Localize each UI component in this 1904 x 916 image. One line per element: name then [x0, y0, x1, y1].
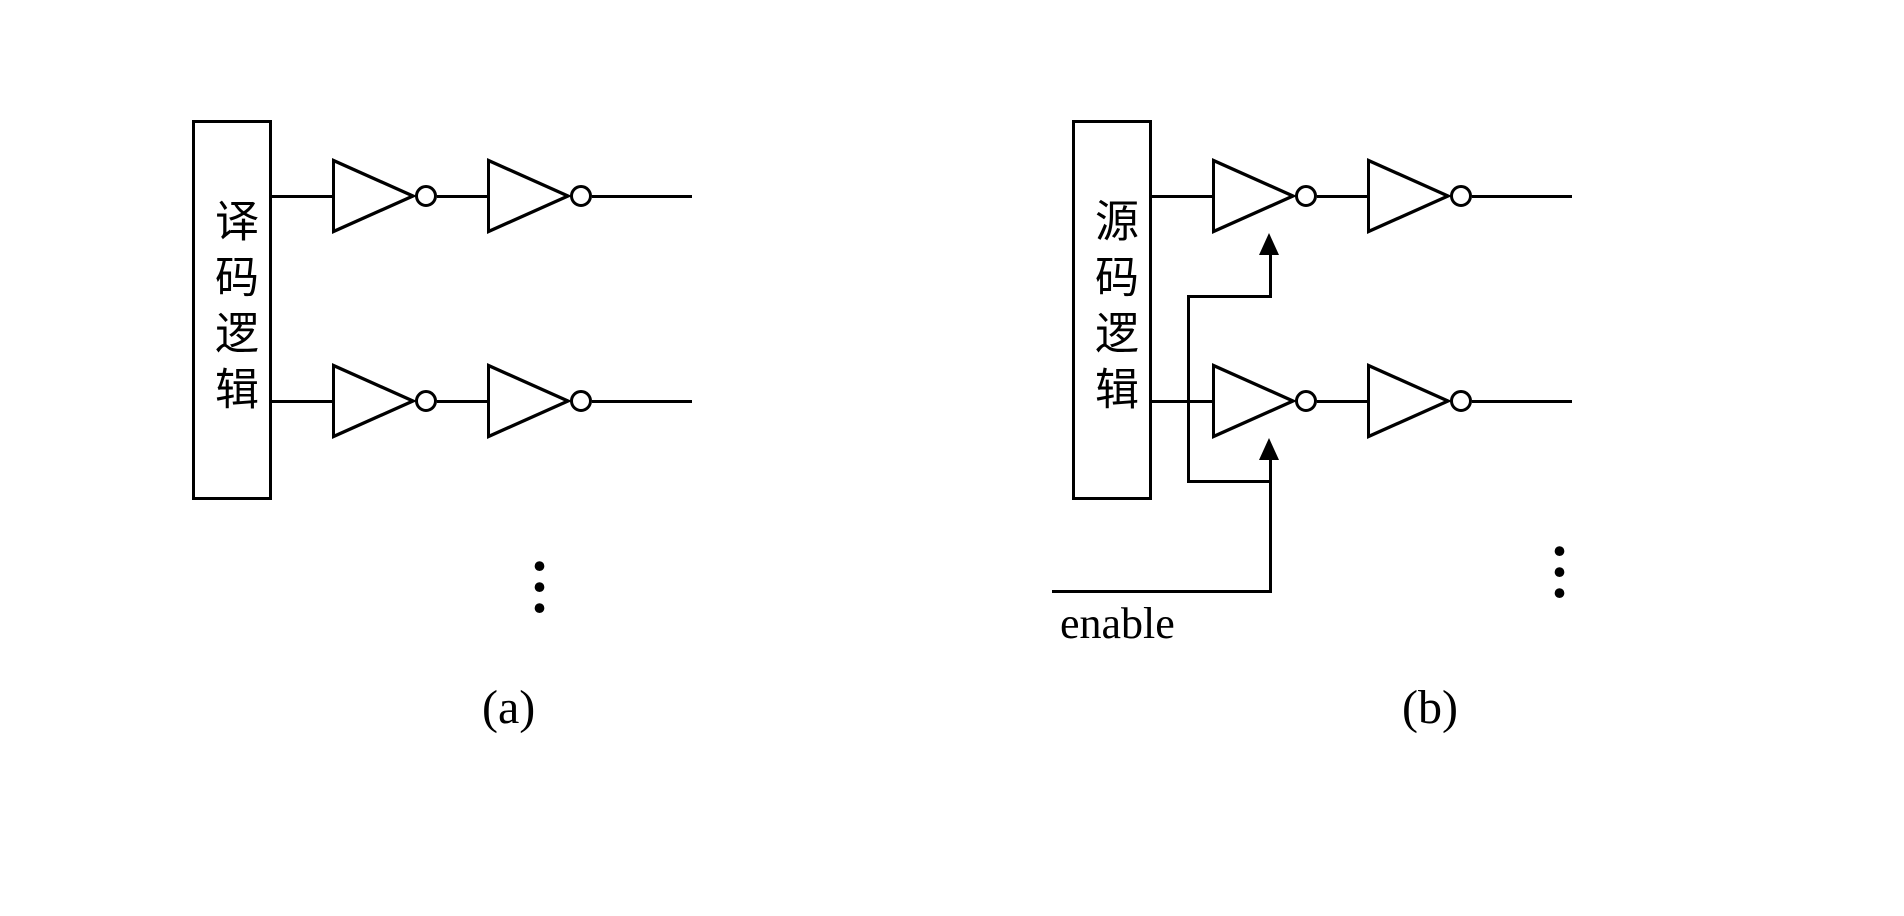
tristate-inverter-icon: [1212, 158, 1317, 234]
wire: [592, 195, 692, 198]
source-logic-label: 源码逻辑: [1080, 198, 1144, 422]
row-a-2: [272, 400, 692, 402]
diagram-a: 译码逻辑: [192, 120, 812, 770]
source-logic-box: 源码逻辑: [1072, 120, 1152, 500]
row-a-1: [272, 195, 692, 197]
enable-wire: [1187, 480, 1272, 483]
inverter-icon: [1367, 158, 1472, 234]
sub-label-b: (b): [1402, 680, 1458, 735]
enable-wire: [1187, 295, 1190, 483]
inverter-icon: [487, 363, 592, 439]
ellipsis-dots-icon: ...: [532, 540, 539, 603]
enable-wire: [1187, 295, 1272, 298]
tristate-inverter-icon: [1212, 363, 1317, 439]
wire: [1472, 400, 1572, 403]
enable-wire: [1269, 255, 1272, 298]
wire: [437, 400, 487, 403]
decode-logic-label: 译码逻辑: [200, 198, 264, 422]
wire: [1317, 400, 1367, 403]
row-b-1: [1152, 195, 1572, 197]
wire: [592, 400, 692, 403]
wire: [272, 195, 332, 198]
ellipsis-dots-icon: ...: [1552, 525, 1559, 588]
wire: [1317, 195, 1367, 198]
decode-logic-box: 译码逻辑: [192, 120, 272, 500]
inverter-icon: [332, 363, 437, 439]
inverter-icon: [1367, 363, 1472, 439]
sub-label-a: (a): [482, 680, 535, 735]
wire: [1472, 195, 1572, 198]
enable-wire: [1052, 590, 1272, 593]
wire: [1152, 195, 1212, 198]
enable-label: enable: [1060, 598, 1175, 649]
wire: [437, 195, 487, 198]
diagram-b: 源码逻辑: [1072, 120, 1712, 770]
inverter-icon: [487, 158, 592, 234]
wire: [1152, 400, 1212, 403]
inverter-icon: [332, 158, 437, 234]
row-b-2: [1152, 400, 1572, 402]
wire: [272, 400, 332, 403]
